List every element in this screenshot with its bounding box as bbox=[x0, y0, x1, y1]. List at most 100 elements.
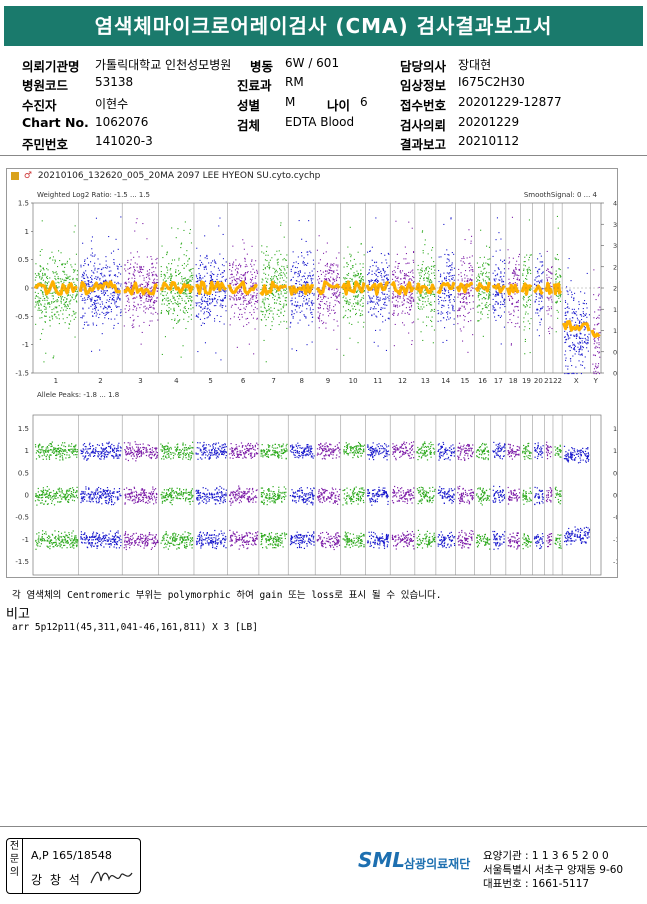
log2-point bbox=[71, 297, 73, 299]
log2-point bbox=[110, 252, 112, 254]
allele-point bbox=[273, 447, 275, 449]
log2-point bbox=[72, 277, 74, 279]
allele-point bbox=[261, 451, 263, 453]
allele-point bbox=[120, 450, 122, 452]
allele-point bbox=[88, 542, 90, 544]
log2-point bbox=[265, 325, 267, 327]
allele-point bbox=[124, 539, 126, 541]
log2-point bbox=[146, 256, 148, 258]
allele-point bbox=[70, 451, 72, 453]
log2-point bbox=[214, 297, 216, 299]
allele-point bbox=[278, 494, 280, 496]
allele-point bbox=[67, 501, 69, 503]
allele-point bbox=[215, 535, 217, 537]
allele-point bbox=[39, 449, 42, 451]
allele-point bbox=[151, 456, 153, 459]
allele-point bbox=[46, 450, 48, 452]
allele-point bbox=[38, 541, 40, 543]
log2-point bbox=[133, 267, 135, 269]
log2-point bbox=[91, 311, 93, 313]
log2-point bbox=[65, 300, 67, 302]
allele-point bbox=[69, 546, 72, 548]
log2-point bbox=[188, 281, 190, 283]
allele-point bbox=[215, 503, 217, 505]
allele-point bbox=[276, 539, 278, 541]
log2-point bbox=[64, 303, 66, 305]
allele-point bbox=[163, 497, 165, 499]
log2-point bbox=[88, 295, 90, 297]
allele-point bbox=[238, 534, 240, 537]
log2-point bbox=[243, 307, 245, 309]
allele-point bbox=[59, 544, 61, 546]
log2-point bbox=[180, 356, 182, 358]
log2-point bbox=[172, 295, 174, 297]
log2-point bbox=[222, 300, 224, 302]
log2-point bbox=[129, 273, 131, 275]
allele-point bbox=[221, 452, 223, 455]
log2-point bbox=[108, 311, 110, 313]
allele-point bbox=[269, 449, 271, 451]
log2-point bbox=[84, 297, 86, 299]
log2-point bbox=[73, 313, 75, 315]
allele-point bbox=[113, 488, 115, 490]
allele-point bbox=[155, 542, 157, 544]
allele-point bbox=[203, 452, 205, 454]
allele-point bbox=[100, 495, 102, 497]
allele-point bbox=[117, 444, 119, 446]
allele-point bbox=[201, 496, 204, 498]
log2-point bbox=[72, 279, 74, 281]
log2-point bbox=[239, 276, 241, 278]
allele-point bbox=[263, 501, 265, 504]
log2-point bbox=[216, 275, 218, 277]
allele-tick-label: 1.5 bbox=[18, 425, 29, 433]
allele-point bbox=[174, 544, 176, 546]
log2-point bbox=[178, 305, 180, 307]
log2-point bbox=[176, 295, 178, 297]
allele-point bbox=[67, 494, 69, 496]
allele-point bbox=[205, 496, 207, 498]
allele-point bbox=[178, 543, 181, 546]
allele-point bbox=[176, 496, 178, 498]
log2-point bbox=[201, 300, 203, 302]
allele-point bbox=[164, 446, 166, 448]
log2-point bbox=[142, 283, 144, 285]
allele-point bbox=[99, 496, 101, 498]
allele-point bbox=[75, 541, 77, 543]
allele-point bbox=[125, 495, 127, 497]
log2-point bbox=[87, 283, 89, 285]
log2-point bbox=[195, 264, 197, 266]
log2-point bbox=[45, 308, 47, 310]
log2-point bbox=[236, 299, 238, 301]
log2-point bbox=[242, 297, 244, 299]
allele-point bbox=[181, 542, 183, 544]
allele-point bbox=[152, 537, 154, 539]
allele-point bbox=[86, 536, 88, 538]
log2-point bbox=[148, 274, 150, 276]
log2-point bbox=[105, 279, 107, 281]
allele-point bbox=[75, 444, 77, 446]
allele-point bbox=[45, 456, 47, 458]
allele-point bbox=[84, 456, 86, 458]
allele-point bbox=[51, 543, 53, 545]
allele-point bbox=[150, 534, 152, 536]
log2-point bbox=[66, 274, 68, 276]
allele-point bbox=[97, 545, 99, 547]
allele-point bbox=[242, 493, 244, 495]
allele-point bbox=[167, 448, 169, 450]
allele-point bbox=[180, 535, 182, 537]
log2-point bbox=[280, 253, 282, 255]
log2-point bbox=[175, 237, 177, 239]
allele-point bbox=[62, 459, 64, 461]
log2-point bbox=[41, 286, 43, 288]
log2-point bbox=[164, 336, 166, 338]
allele-point bbox=[104, 493, 106, 495]
allele-point bbox=[49, 496, 51, 498]
allele-point bbox=[246, 492, 248, 494]
allele-point bbox=[209, 494, 211, 496]
allele-point bbox=[145, 541, 147, 543]
log2-point bbox=[118, 288, 120, 290]
allele-point bbox=[178, 497, 181, 500]
allele-point bbox=[245, 493, 247, 495]
log2-point bbox=[286, 297, 288, 299]
allele-point bbox=[147, 500, 149, 502]
